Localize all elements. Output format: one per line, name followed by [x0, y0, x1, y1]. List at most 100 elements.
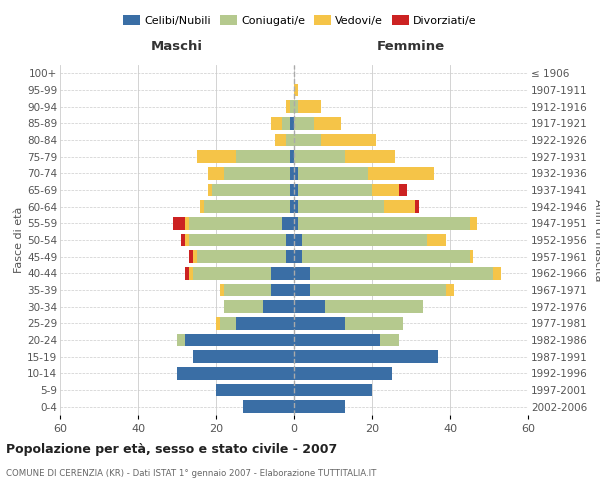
Y-axis label: Fasce di età: Fasce di età [14, 207, 24, 273]
Bar [294, 184, 298, 196]
Bar [181, 234, 185, 246]
Bar [294, 300, 325, 313]
Bar [286, 134, 294, 146]
Bar [290, 150, 294, 163]
Bar [294, 250, 302, 263]
Bar [177, 334, 185, 346]
Bar [302, 234, 427, 246]
Bar [290, 117, 294, 130]
Bar [298, 100, 322, 113]
Bar [344, 317, 403, 330]
Bar [446, 284, 454, 296]
Bar [185, 217, 188, 230]
Bar [322, 134, 376, 146]
Bar [294, 200, 298, 213]
Bar [224, 300, 263, 313]
Bar [271, 284, 294, 296]
Bar [271, 117, 283, 130]
Bar [290, 200, 294, 213]
Bar [290, 100, 294, 113]
Text: Femmine: Femmine [377, 40, 445, 52]
Bar [325, 300, 422, 313]
Bar [294, 267, 310, 280]
Bar [470, 250, 473, 263]
Bar [189, 267, 193, 280]
Text: Maschi: Maschi [151, 40, 203, 52]
Bar [189, 217, 283, 230]
Bar [294, 334, 380, 346]
Bar [235, 317, 294, 330]
Bar [224, 167, 290, 179]
Bar [384, 200, 415, 213]
Bar [224, 284, 271, 296]
Bar [294, 400, 344, 413]
Bar [294, 350, 438, 363]
Bar [344, 150, 395, 163]
Bar [177, 367, 294, 380]
Bar [294, 117, 314, 130]
Y-axis label: Anni di nascita: Anni di nascita [593, 198, 600, 281]
Bar [275, 134, 286, 146]
Bar [271, 267, 294, 280]
Text: COMUNE DI CERENZIA (KR) - Dati ISTAT 1° gennaio 2007 - Elaborazione TUTTITALIA.I: COMUNE DI CERENZIA (KR) - Dati ISTAT 1° … [6, 469, 376, 478]
Legend: Celibi/Nubili, Coniugati/e, Vedovi/e, Divorziati/e: Celibi/Nubili, Coniugati/e, Vedovi/e, Di… [119, 10, 481, 30]
Bar [380, 334, 400, 346]
Bar [216, 384, 294, 396]
Bar [286, 234, 294, 246]
Bar [263, 300, 294, 313]
Bar [220, 317, 235, 330]
Bar [294, 284, 310, 296]
Bar [298, 217, 470, 230]
Bar [236, 150, 290, 163]
Bar [310, 267, 493, 280]
Bar [493, 267, 500, 280]
Bar [368, 167, 434, 179]
Bar [244, 400, 294, 413]
Bar [415, 200, 419, 213]
Bar [212, 184, 290, 196]
Bar [185, 234, 188, 246]
Bar [204, 200, 290, 213]
Bar [185, 267, 188, 280]
Bar [185, 334, 294, 346]
Bar [197, 150, 235, 163]
Bar [283, 217, 294, 230]
Bar [298, 184, 372, 196]
Bar [294, 134, 322, 146]
Bar [173, 217, 185, 230]
Bar [298, 200, 384, 213]
Text: Popolazione per età, sesso e stato civile - 2007: Popolazione per età, sesso e stato civil… [6, 442, 337, 456]
Bar [193, 250, 197, 263]
Bar [294, 217, 298, 230]
Bar [294, 234, 302, 246]
Bar [372, 184, 400, 196]
Bar [286, 250, 294, 263]
Bar [286, 100, 290, 113]
Bar [188, 234, 286, 246]
Bar [294, 100, 298, 113]
Bar [197, 250, 286, 263]
Bar [290, 184, 294, 196]
Bar [193, 350, 294, 363]
Bar [208, 184, 212, 196]
Bar [294, 384, 372, 396]
Bar [294, 317, 344, 330]
Bar [314, 117, 341, 130]
Bar [294, 167, 298, 179]
Bar [200, 200, 204, 213]
Bar [220, 284, 224, 296]
Bar [290, 167, 294, 179]
Bar [294, 84, 298, 96]
Bar [193, 267, 271, 280]
Bar [283, 117, 290, 130]
Bar [294, 150, 344, 163]
Bar [208, 167, 224, 179]
Bar [189, 250, 193, 263]
Bar [400, 184, 407, 196]
Bar [302, 250, 470, 263]
Bar [294, 367, 392, 380]
Bar [470, 217, 478, 230]
Bar [298, 167, 368, 179]
Bar [216, 317, 220, 330]
Bar [427, 234, 446, 246]
